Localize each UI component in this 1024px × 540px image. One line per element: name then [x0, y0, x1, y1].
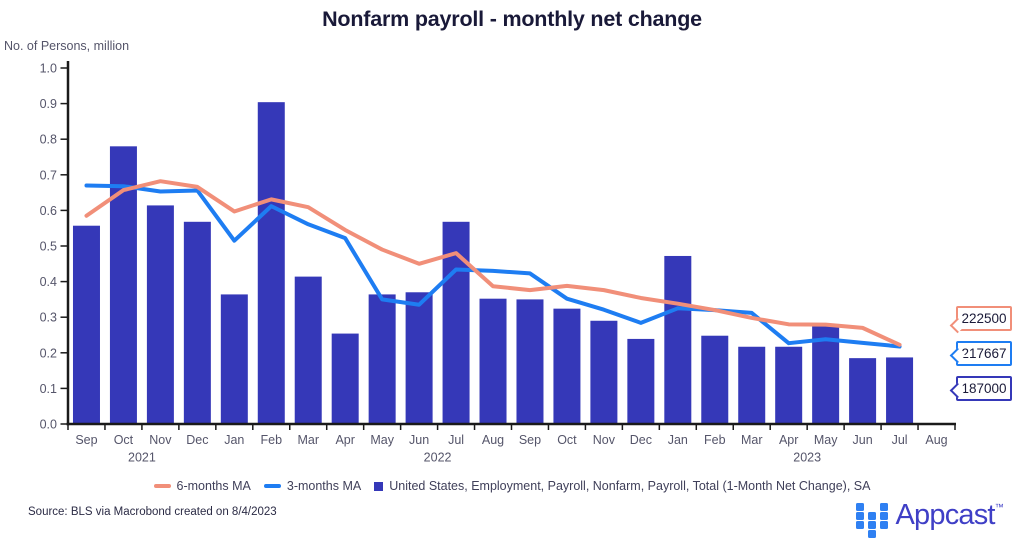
svg-text:Nov: Nov — [593, 433, 616, 447]
svg-text:Dec: Dec — [186, 433, 208, 447]
legend-item-3-months-ma: 3-months MA — [263, 479, 362, 493]
ma3-line — [84, 183, 902, 349]
bar — [368, 294, 396, 424]
bar — [516, 299, 544, 424]
callout-3-months-ma: 217667 — [949, 341, 1012, 366]
svg-text:Sep: Sep — [75, 433, 97, 447]
bar — [72, 225, 100, 424]
svg-text:Jun: Jun — [409, 433, 429, 447]
bar — [405, 292, 433, 424]
svg-text:1.0: 1.0 — [40, 62, 57, 76]
bar — [183, 221, 211, 424]
bar — [886, 357, 914, 424]
svg-text:0.6: 0.6 — [40, 204, 57, 218]
bar — [479, 298, 507, 424]
svg-text:0.9: 0.9 — [40, 97, 57, 111]
svg-text:2021: 2021 — [128, 451, 156, 465]
bar — [257, 102, 285, 425]
svg-text:Apr: Apr — [779, 433, 798, 447]
bar — [109, 146, 137, 424]
year-labels: 2021 2022 2023 — [128, 451, 821, 465]
legend-label: 6-months MA — [176, 479, 251, 493]
svg-text:0.8: 0.8 — [40, 133, 57, 147]
bar — [701, 335, 729, 424]
legend-square-swatch-indigo — [374, 481, 384, 491]
bar — [294, 276, 322, 424]
brand-name: Appcast — [895, 499, 996, 531]
chart-title: Nonfarm payroll - monthly net change — [322, 7, 702, 31]
bar — [146, 205, 174, 424]
legend-label: United States, Employment, Payroll, Nonf… — [389, 479, 871, 493]
legend-label: 3-months MA — [286, 479, 362, 493]
svg-text:Mar: Mar — [741, 433, 763, 447]
bar — [590, 320, 618, 424]
trademark-mark: ™ — [994, 502, 1004, 512]
svg-text:Jul: Jul — [892, 433, 908, 447]
svg-text:Jun: Jun — [853, 433, 873, 447]
bar — [738, 346, 766, 424]
svg-text:Dec: Dec — [630, 433, 652, 447]
svg-text:0.0: 0.0 — [40, 418, 57, 432]
svg-text:0.3: 0.3 — [40, 311, 57, 325]
callout-value: 187000 — [961, 381, 1007, 396]
ma6-line — [84, 179, 902, 347]
legend-line-swatch-orange — [153, 484, 171, 488]
legend: 6-months MA 3-months MA United States, E… — [0, 479, 1024, 493]
svg-text:2023: 2023 — [793, 451, 821, 465]
legend-item-payroll-series: United States, Employment, Payroll, Nonf… — [374, 479, 870, 493]
svg-text:Feb: Feb — [260, 433, 282, 447]
month-labels: Sep Oct Nov Dec Jan Feb Mar Apr May Jun Jul Aug Sep O… — [75, 433, 947, 447]
source-note: Source: BLS via Macrobond created on 8/4… — [28, 506, 277, 518]
bar — [220, 294, 248, 424]
y-axis-unit-label: No. of Persons, million — [4, 39, 130, 53]
svg-text:Jan: Jan — [224, 433, 244, 447]
bar — [553, 308, 581, 424]
callout-value: 217667 — [961, 346, 1007, 361]
callout-6-months-ma: 222500 — [949, 306, 1012, 334]
svg-text:Oct: Oct — [114, 433, 134, 447]
legend-item-6-months-ma: 6-months MA — [153, 479, 251, 493]
bars — [72, 102, 914, 425]
legend-line-swatch-blue — [263, 484, 281, 488]
svg-text:Oct: Oct — [557, 433, 577, 447]
svg-text:2022: 2022 — [424, 451, 452, 465]
y-axis-ticks: 0.0 0.1 0.2 0.3 0.4 0.5 0.6 0.7 0.8 0.9 1.0 — [40, 62, 67, 432]
callout-value: 222500 — [961, 311, 1007, 326]
svg-text:Aug: Aug — [925, 433, 947, 447]
svg-text:Feb: Feb — [704, 433, 726, 447]
svg-text:0.7: 0.7 — [40, 168, 57, 182]
svg-text:0.1: 0.1 — [40, 382, 57, 396]
svg-text:Mar: Mar — [297, 433, 319, 447]
bar — [331, 333, 359, 424]
svg-text:Apr: Apr — [335, 433, 354, 447]
appcast-logo: Appcast™ — [856, 501, 1004, 538]
appcast-wordmark: Appcast™ — [896, 501, 1004, 530]
svg-text:May: May — [370, 433, 394, 447]
bar — [627, 338, 655, 424]
svg-text:Sep: Sep — [519, 433, 541, 447]
svg-text:0.4: 0.4 — [40, 275, 57, 289]
svg-text:0.5: 0.5 — [40, 240, 57, 254]
svg-text:Jul: Jul — [448, 433, 464, 447]
svg-text:0.2: 0.2 — [40, 346, 57, 360]
bar — [664, 255, 692, 424]
svg-text:Aug: Aug — [482, 433, 504, 447]
appcast-logo-mark-icon — [856, 503, 888, 538]
svg-text:Jan: Jan — [668, 433, 688, 447]
bar — [775, 346, 803, 424]
svg-text:Nov: Nov — [149, 433, 172, 447]
callout-payroll-bar: 187000 — [949, 376, 1012, 401]
svg-text:May: May — [814, 433, 838, 447]
bar — [849, 358, 877, 424]
